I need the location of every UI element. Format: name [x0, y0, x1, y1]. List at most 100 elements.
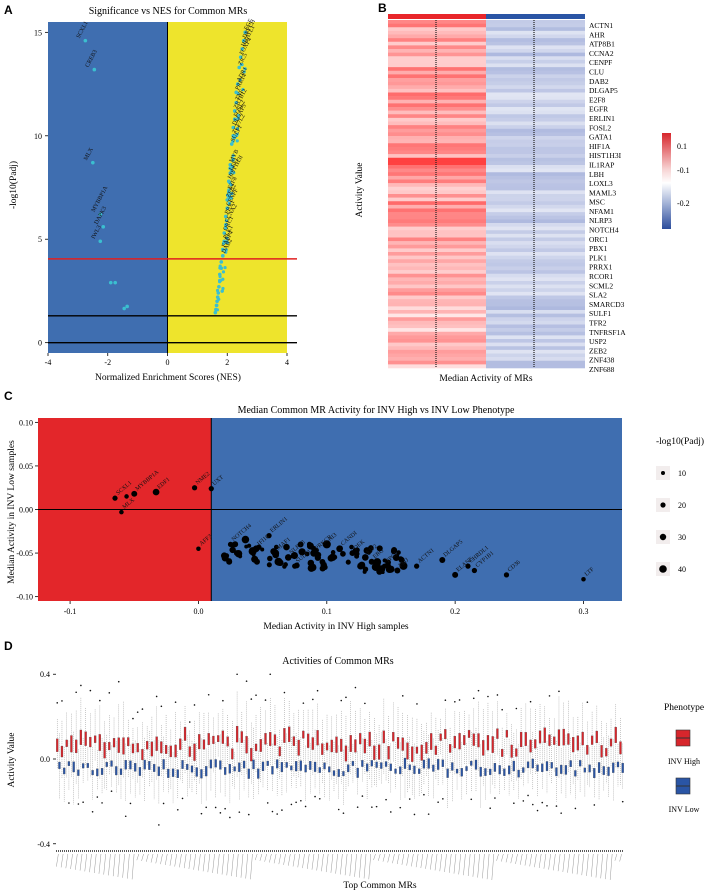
panel-d-y-tick-label: 0.0 [40, 755, 50, 764]
panel-c-point [234, 549, 243, 558]
panel-d-category-label [340, 853, 343, 875]
panel-d-category-label [387, 853, 390, 863]
panel-d-box-high [311, 737, 314, 750]
panel-c-point [362, 566, 369, 572]
panel-d-box-low [105, 762, 108, 767]
panel-a-point-label: ZIC5 [238, 52, 249, 66]
panel-d-box-low [380, 762, 383, 769]
panel-d-category-label [505, 853, 509, 863]
panel-b-cell-low [486, 190, 585, 195]
panel-d-box-high [93, 735, 97, 743]
panel-d-category-label [562, 853, 566, 872]
panel-a-point [231, 154, 235, 158]
panel-a-point [235, 82, 240, 86]
panel-a-point [227, 193, 232, 197]
panel-d-box-high [245, 736, 248, 754]
panel-b-gene-label: TFR2 [589, 319, 607, 328]
panel-b-cell-high [388, 233, 486, 238]
panel-c-point [315, 551, 322, 558]
legend-label: 10 [678, 469, 686, 478]
panel-d-outlier [250, 698, 253, 700]
panel-d-box-high [141, 749, 144, 761]
panel-b-cell-high [388, 331, 486, 336]
panel-d-outlier [200, 812, 203, 815]
panel-d-box-low [124, 760, 127, 770]
panel-d-category-label [463, 853, 466, 876]
panel-d-box-low [555, 767, 558, 777]
panel-d-box-low [413, 765, 416, 774]
panel-a-point [218, 266, 222, 270]
panel-b-cell-high [388, 150, 486, 155]
panel-b-cell-low [486, 364, 585, 369]
panel-b-cell-high [388, 165, 486, 169]
panel-d-box-low [493, 763, 497, 772]
legend-size-20 [660, 502, 666, 508]
panel-d-box-high [340, 738, 343, 752]
panel-d-category-label [330, 853, 334, 873]
panel-b-gene-label: PBX1 [589, 244, 608, 253]
panel-b-cell-high [388, 302, 486, 307]
panel-b-cell-high [388, 237, 486, 242]
panel-d-category-label [98, 853, 102, 874]
panel-d-box-low [276, 759, 279, 769]
panel-d-category-label [448, 853, 452, 873]
panel-b-cell-low [486, 310, 585, 314]
panel-b-cell-high [388, 266, 486, 271]
panel-d-category-label [553, 853, 556, 871]
panel-d-legend-title: Phenotype [664, 703, 704, 713]
panel-b-cell-low [486, 179, 585, 184]
panel-d-box-high [335, 736, 338, 753]
panel-b-cell-high [388, 349, 486, 354]
panel-d-box-low [597, 762, 601, 773]
panel-b-cell-low [486, 59, 585, 64]
panel-b-cell-low [486, 34, 585, 39]
panel-d-outlier [99, 699, 101, 702]
panel-d-category-label [254, 853, 258, 861]
legend-label: 30 [678, 533, 686, 542]
panel-a-x-tick-label: -4 [45, 358, 52, 367]
panel-c-point [241, 535, 250, 544]
panel-d-box-low [489, 768, 492, 775]
panel-b-gene-label: IL1RAP [589, 160, 614, 169]
panel-d-category-label [572, 853, 575, 874]
panel-d-outlier [224, 807, 226, 810]
panel-b-cell-low [486, 143, 585, 148]
panel-b-gene-label: USP2 [589, 337, 607, 346]
panel-a-point [83, 38, 88, 43]
panel-d-category-label [273, 853, 277, 864]
panel-d-box-high [349, 735, 352, 752]
panel-a-point [98, 212, 103, 217]
panel-d-box-low [446, 768, 449, 778]
panel-d-outlier [160, 705, 163, 708]
panel-a-point [232, 109, 237, 113]
panel-c-point [382, 558, 387, 563]
panel-b-cell-low [486, 320, 585, 325]
panel-d-outlier [399, 806, 402, 809]
panel-a-x-tick-label: 2 [225, 358, 229, 367]
panel-b-cell-high [388, 259, 486, 264]
panel-d-box-low [181, 760, 184, 769]
panel-c-y-tick-label: 0.00 [19, 506, 33, 515]
panel-a-y-axis-label: -log10(Padj) [8, 161, 19, 209]
panel-d-category-label [226, 853, 230, 876]
panel-d-category-label [198, 853, 201, 871]
panel-d-box-high [453, 735, 456, 749]
panel-d-box-low [309, 761, 312, 770]
panel-b-gene-label: LOXL3 [589, 179, 613, 188]
panel-b-cell-low [486, 346, 585, 351]
panel-b-gene-label: E2F8 [589, 95, 606, 104]
panel-d-plot: 0.4 0.0 -0.4 [37, 670, 624, 880]
panel-d-box-high [529, 739, 532, 753]
panel-d-box-low [408, 764, 411, 771]
panel-d-category-label [434, 853, 438, 871]
panel-d-box-high [259, 739, 262, 752]
panel-d-category-label [392, 853, 395, 864]
panel-b-cell-high [388, 288, 486, 293]
panel-d-box-high [60, 745, 64, 758]
panel-d-y-tick-label: -0.4 [37, 840, 50, 849]
panel-b-gene-label: TNFRSF1A [589, 328, 626, 337]
legend-size-10 [661, 471, 665, 475]
panel-a-point [228, 171, 233, 175]
panel-d-outlier [181, 797, 184, 800]
panel-d-box-low [512, 760, 515, 772]
